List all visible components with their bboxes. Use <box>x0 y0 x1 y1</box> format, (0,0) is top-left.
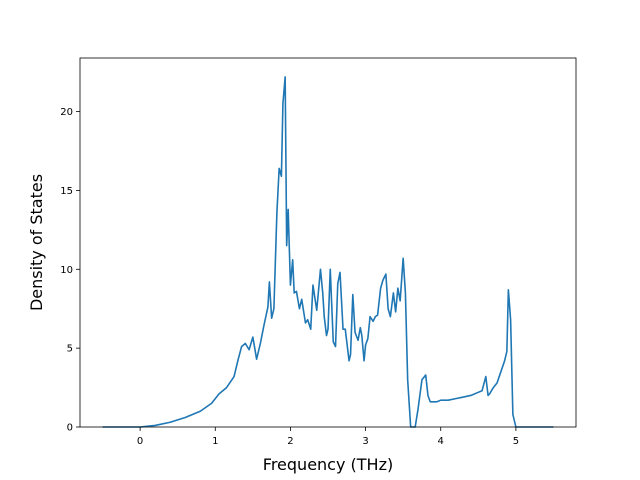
x-axis: 0 1 2 3 4 5 <box>137 427 519 447</box>
y-tick-label: 5 <box>67 344 73 355</box>
axes-frame <box>79 57 577 428</box>
y-tick-label: 0 <box>67 423 73 434</box>
plot-area <box>102 76 554 428</box>
x-axis-label: Frequency (THz) <box>263 455 393 474</box>
x-tick-label: 3 <box>362 436 368 447</box>
x-tick-label: 0 <box>137 436 143 447</box>
y-tick-label: 10 <box>60 265 73 276</box>
x-tick-label: 5 <box>513 436 519 447</box>
y-tick-label: 15 <box>60 186 73 197</box>
y-axis-label: Density of States <box>27 174 46 311</box>
x-tick-label: 2 <box>287 436 293 447</box>
x-tick-label: 4 <box>438 436 444 447</box>
y-tick-label: 20 <box>60 107 73 118</box>
dos-line <box>102 76 554 428</box>
x-tick-label: 1 <box>212 436 218 447</box>
y-axis: 0 5 10 15 20 <box>60 107 80 434</box>
